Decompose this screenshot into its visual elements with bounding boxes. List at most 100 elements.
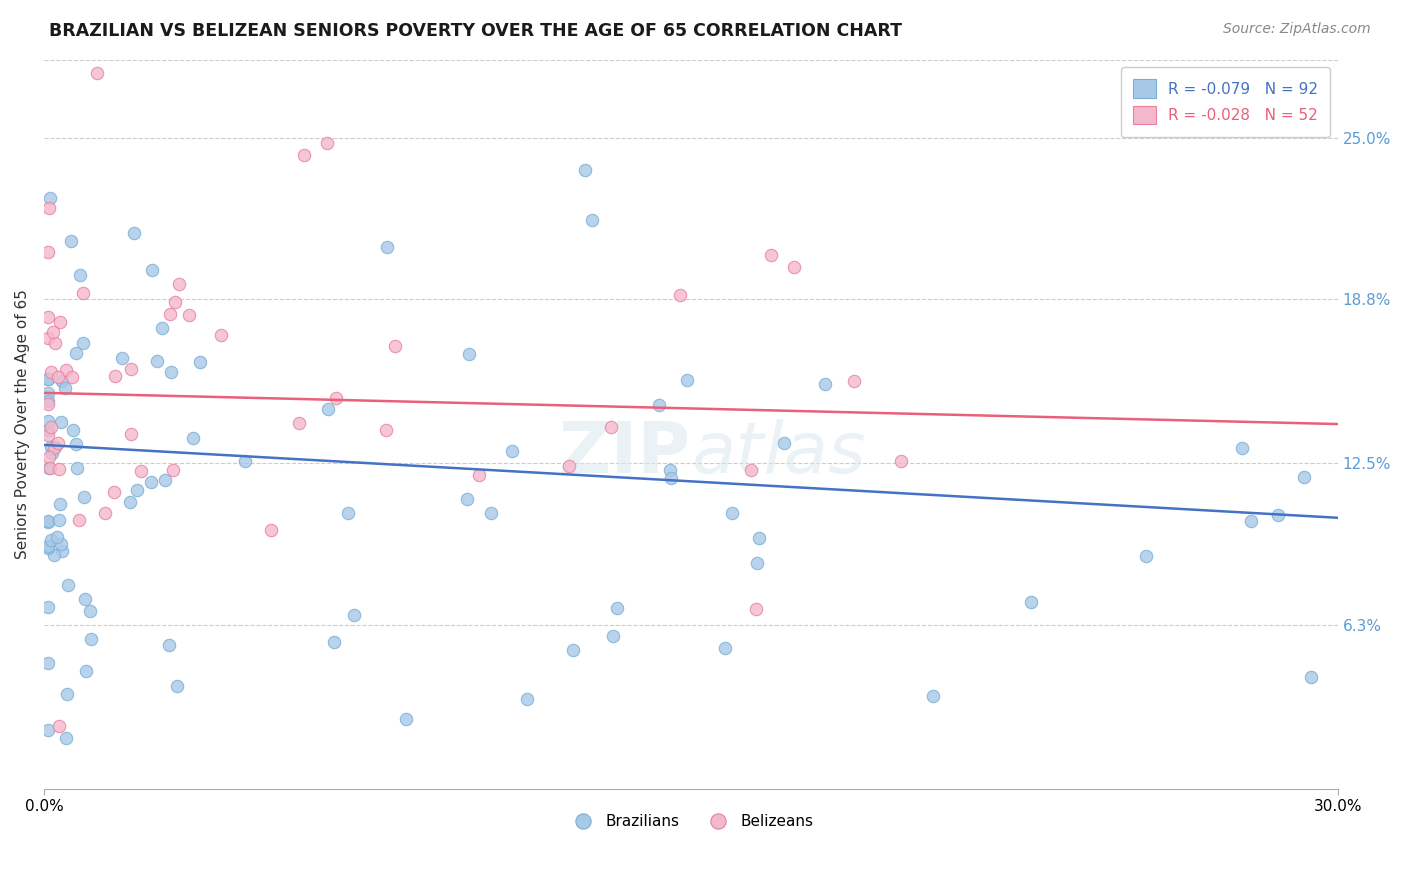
Point [157,638,180,652]
Point [1299,670,1322,684]
Point [51,374,73,388]
Point [188,355,211,369]
Point [65,345,87,359]
Point [37,539,59,553]
Point [37,514,59,528]
Point [761,247,783,261]
Point [51,544,73,558]
Point [150,321,173,335]
Point [456,492,478,507]
Point [41,365,63,379]
Point [343,608,366,623]
Point [890,454,912,468]
Legend: Brazilians, Belizeans: Brazilians, Belizeans [561,808,820,836]
Point [159,307,181,321]
Point [167,277,190,291]
Point [62,423,84,437]
Point [60,369,83,384]
Point [39,533,62,547]
Point [37,385,59,400]
Point [375,423,398,437]
Point [48,462,70,476]
Point [48,497,70,511]
Point [38,191,60,205]
Point [748,531,770,545]
Point [42,325,65,339]
Point [260,523,283,537]
Point [458,347,481,361]
Point [44,440,66,454]
Point [1230,441,1253,455]
Point [145,354,167,368]
Point [42,549,65,563]
Point [120,495,142,509]
Point [38,201,60,215]
Point [288,417,311,431]
Point [669,288,692,302]
Point [49,415,72,429]
Point [153,473,176,487]
Point [599,419,621,434]
Point [37,657,59,671]
Point [72,286,94,301]
Point [104,368,127,383]
Point [316,401,339,416]
Point [69,268,91,282]
Point [384,339,406,353]
Point [209,328,232,343]
Point [162,463,184,477]
Point [37,245,59,260]
Point [110,351,132,365]
Point [46,530,69,544]
Point [921,689,943,703]
Point [49,315,72,329]
Point [55,363,77,377]
Point [103,484,125,499]
Point [375,240,398,254]
Point [122,226,145,240]
Point [292,148,315,162]
Point [574,162,596,177]
Point [501,444,523,458]
Point [41,445,63,459]
Point [1294,470,1316,484]
Point [80,632,103,646]
Point [581,212,603,227]
Point [120,361,142,376]
Point [48,513,70,527]
Point [745,602,768,616]
Point [1019,595,1042,609]
Point [46,369,69,384]
Point [561,642,583,657]
Point [322,635,344,649]
Point [66,461,89,475]
Y-axis label: Seniors Poverty Over the Age of 65: Seniors Poverty Over the Age of 65 [15,289,30,559]
Point [37,393,59,408]
Point [44,335,66,350]
Point [675,373,697,387]
Point [120,426,142,441]
Point [1267,508,1289,523]
Point [48,719,70,733]
Point [395,712,418,726]
Point [37,372,59,386]
Point [1135,549,1157,563]
Point [648,399,671,413]
Point [37,723,59,737]
Point [65,437,87,451]
Point [515,691,537,706]
Point [42,442,65,456]
Point [67,513,90,527]
Text: ZIP: ZIP [558,418,690,488]
Point [73,591,96,606]
Point [325,391,347,405]
Point [37,414,59,428]
Point [141,263,163,277]
Point [659,463,682,477]
Point [79,604,101,618]
Point [75,665,97,679]
Point [38,461,60,475]
Point [558,458,581,473]
Point [37,541,59,555]
Point [55,731,77,746]
